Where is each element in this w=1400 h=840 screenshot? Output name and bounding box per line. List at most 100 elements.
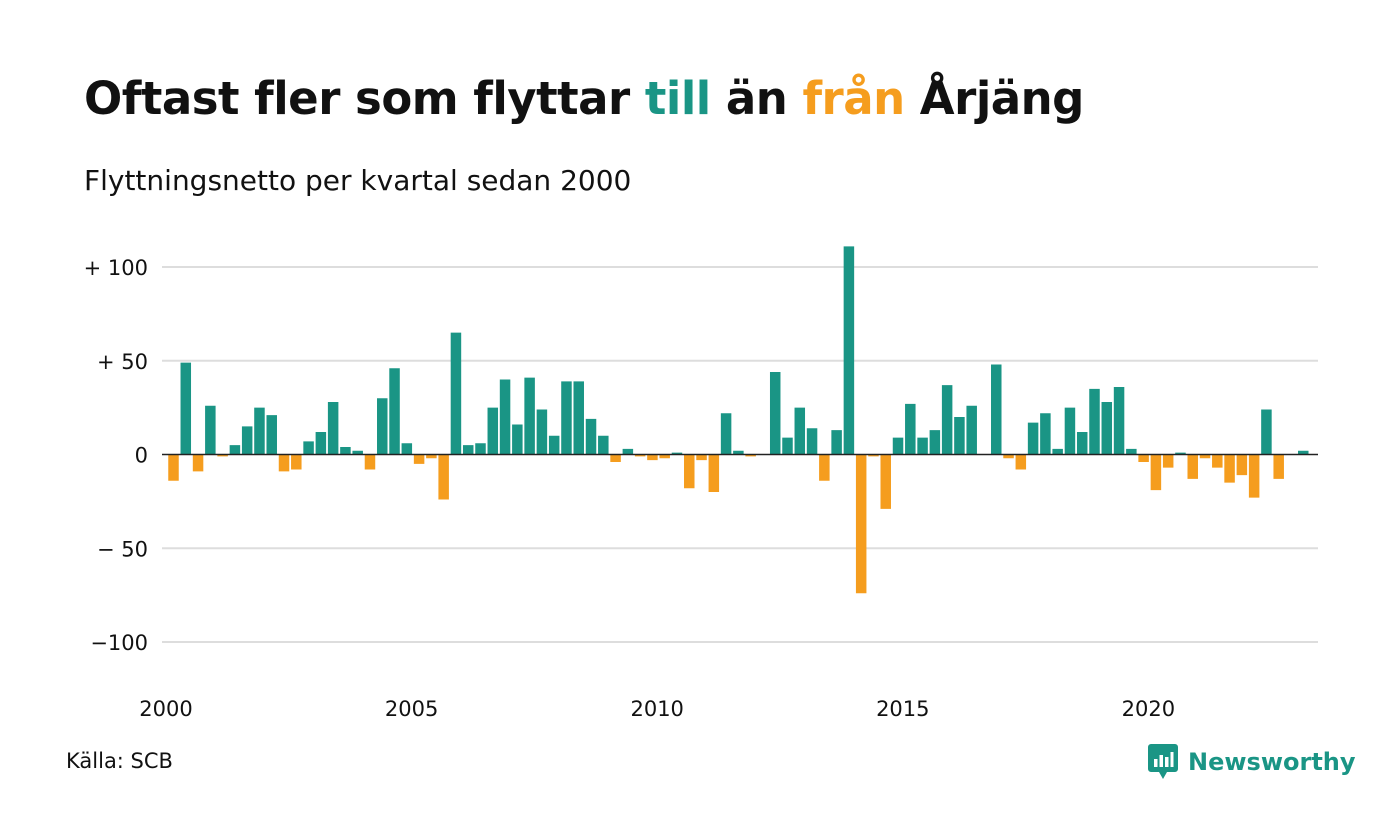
bar-2022-q2[interactable] (1261, 409, 1272, 455)
bar-2005-q2[interactable] (426, 454, 437, 459)
bar-2009-q2[interactable] (622, 448, 634, 455)
bar-2009-q4[interactable] (647, 454, 658, 461)
bar-2013-q1[interactable] (806, 428, 818, 455)
bar-2013-q4[interactable] (843, 246, 855, 455)
bar-2012-q3[interactable] (782, 437, 793, 455)
bar-2019-q4[interactable] (1138, 454, 1149, 463)
bar-2011-q4[interactable] (745, 454, 756, 457)
newsworthy-logo-icon (1148, 744, 1178, 779)
bar-2000-q4[interactable] (205, 405, 216, 455)
bar-2020-q1[interactable] (1150, 454, 1162, 491)
bar-2021-q4[interactable] (1236, 454, 1248, 476)
bar-2006-q3[interactable] (487, 407, 499, 455)
bar-2003-q3[interactable] (340, 447, 351, 455)
bar-2018-q3[interactable] (1076, 432, 1088, 455)
bar-2015-q2[interactable] (917, 437, 928, 455)
bar-2019-q3[interactable] (1126, 448, 1137, 455)
bar-2019-q2[interactable] (1113, 387, 1125, 455)
bar-layer (168, 246, 1309, 594)
bar-2015-q1[interactable] (905, 403, 916, 455)
bar-2014-q2[interactable] (868, 454, 879, 457)
bar-2018-q2[interactable] (1064, 407, 1076, 455)
bar-2011-q2[interactable] (720, 413, 732, 455)
bar-2003-q4[interactable] (352, 450, 363, 455)
bar-2006-q4[interactable] (499, 379, 511, 455)
bar-2007-q1[interactable] (512, 424, 523, 455)
bar-2006-q2[interactable] (475, 443, 486, 455)
bar-2020-q3[interactable] (1175, 452, 1186, 455)
bar-2005-q3[interactable] (438, 454, 449, 500)
bar-2009-q1[interactable] (610, 454, 621, 463)
bar-2002-q3[interactable] (291, 454, 302, 470)
bar-2008-q4[interactable] (598, 435, 609, 455)
bar-2008-q1[interactable] (561, 381, 572, 455)
bar-2009-q3[interactable] (634, 454, 646, 457)
bar-2012-q4[interactable] (794, 407, 806, 455)
bar-2003-q1[interactable] (315, 432, 327, 455)
bar-2004-q2[interactable] (377, 398, 388, 455)
bar-2016-q4[interactable] (991, 364, 1002, 455)
bar-2015-q3[interactable] (929, 430, 941, 455)
bar-2011-q1[interactable] (708, 454, 720, 493)
bar-2001-q2[interactable] (229, 445, 241, 455)
newsworthy-logo[interactable]: Newsworthy (1148, 744, 1356, 780)
bar-2000-q2[interactable] (180, 362, 192, 455)
bar-2020-q4[interactable] (1187, 454, 1198, 479)
bar-2012-q2[interactable] (769, 372, 781, 455)
bar-2016-q1[interactable] (954, 417, 965, 455)
y-tick-label: −100 (90, 631, 148, 655)
bar-2021-q3[interactable] (1224, 454, 1235, 483)
bar-2014-q4[interactable] (892, 437, 904, 455)
title-word-till: till (644, 72, 711, 125)
bar-2017-q2[interactable] (1015, 454, 1027, 470)
bar-2010-q1[interactable] (659, 454, 670, 459)
bar-2017-q1[interactable] (1003, 454, 1014, 459)
bar-2017-q3[interactable] (1027, 422, 1039, 455)
bar-2013-q2[interactable] (819, 454, 830, 481)
source-note: Källa: SCB (66, 749, 173, 773)
bar-2002-q1[interactable] (266, 415, 277, 455)
bar-2015-q4[interactable] (941, 385, 953, 455)
bar-2018-q4[interactable] (1089, 388, 1100, 455)
chart-title: Oftast fler som flyttar till än från Årj… (84, 72, 1084, 125)
bar-2013-q3[interactable] (831, 430, 842, 455)
bar-2022-q3[interactable] (1273, 454, 1284, 479)
bar-2022-q1[interactable] (1248, 454, 1260, 498)
bar-2011-q3[interactable] (733, 450, 744, 455)
chart-subtitle: Flyttningsnetto per kvartal sedan 2000 (84, 164, 632, 197)
bar-2004-q4[interactable] (401, 443, 413, 455)
bar-2014-q3[interactable] (880, 454, 891, 509)
bar-2001-q1[interactable] (217, 454, 228, 457)
bar-2016-q2[interactable] (966, 405, 977, 455)
bar-2005-q1[interactable] (413, 454, 425, 464)
bar-2008-q3[interactable] (585, 418, 597, 455)
bar-2000-q3[interactable] (192, 454, 204, 472)
bar-2021-q2[interactable] (1212, 454, 1223, 468)
bar-2004-q1[interactable] (364, 454, 376, 470)
bar-2007-q3[interactable] (536, 409, 548, 455)
bar-2020-q2[interactable] (1162, 454, 1174, 468)
bar-2017-q4[interactable] (1040, 413, 1051, 455)
bar-2008-q2[interactable] (573, 381, 584, 455)
bar-2002-q4[interactable] (303, 441, 314, 455)
bar-2010-q4[interactable] (696, 454, 707, 461)
bar-2000-q1[interactable] (168, 454, 179, 481)
bar-2010-q2[interactable] (671, 452, 683, 455)
bar-2014-q1[interactable] (855, 454, 867, 594)
bar-2004-q3[interactable] (389, 368, 400, 455)
bar-2002-q2[interactable] (278, 454, 290, 472)
bar-2007-q4[interactable] (548, 435, 560, 455)
bar-2018-q1[interactable] (1052, 448, 1063, 455)
bar-2001-q3[interactable] (241, 426, 253, 455)
bar-2021-q1[interactable] (1199, 454, 1211, 459)
bar-2001-q4[interactable] (254, 407, 265, 455)
bar-2007-q2[interactable] (524, 377, 535, 455)
x-tick-label: 2020 (1122, 697, 1175, 721)
bar-2005-q4[interactable] (450, 332, 462, 455)
bar-2023-q1[interactable] (1298, 450, 1309, 455)
bar-2019-q1[interactable] (1101, 402, 1113, 455)
bar-2003-q2[interactable] (327, 402, 339, 455)
bar-2006-q1[interactable] (462, 445, 474, 455)
bar-2010-q3[interactable] (684, 454, 695, 489)
